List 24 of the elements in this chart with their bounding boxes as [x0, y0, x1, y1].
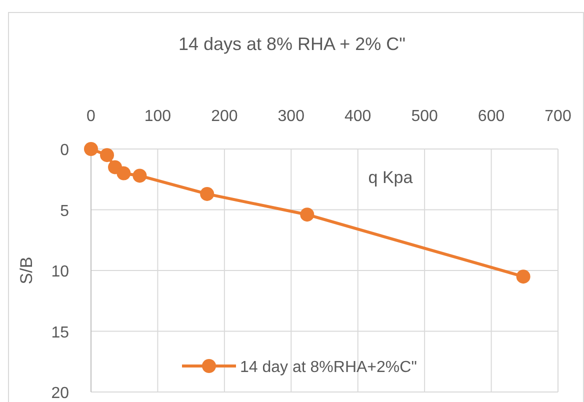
x-tick-label: 300 — [278, 108, 305, 125]
point — [100, 148, 114, 162]
point — [200, 186, 214, 201]
legend-label: 14 day at 8%RHA+2%C" — [240, 359, 417, 376]
y-tick-label: 0 — [60, 142, 70, 159]
x-tick-label: 700 — [544, 108, 572, 125]
x-tick-label: 0 — [86, 108, 96, 125]
chart-title: 14 days at 8% RHA + 2% C" — [178, 34, 406, 54]
x-tick-label: 600 — [478, 108, 505, 125]
point — [132, 168, 147, 183]
y-tick-label: 5 — [60, 202, 70, 220]
y-tick-label: 15 — [51, 324, 70, 342]
y-tick-label: 20 — [51, 385, 70, 402]
point — [116, 166, 131, 180]
x-tick-label: 200 — [211, 108, 238, 125]
point — [84, 142, 98, 156]
point — [300, 208, 314, 222]
point — [516, 270, 530, 284]
y-axis-title: S/B — [17, 256, 36, 284]
x-tick-label: 100 — [144, 108, 172, 125]
x-axis-title: q Kpa — [368, 168, 414, 187]
y-tick-label: 10 — [51, 264, 70, 280]
x-tick-label: 500 — [411, 108, 438, 125]
x-tick-label: 400 — [344, 108, 372, 125]
